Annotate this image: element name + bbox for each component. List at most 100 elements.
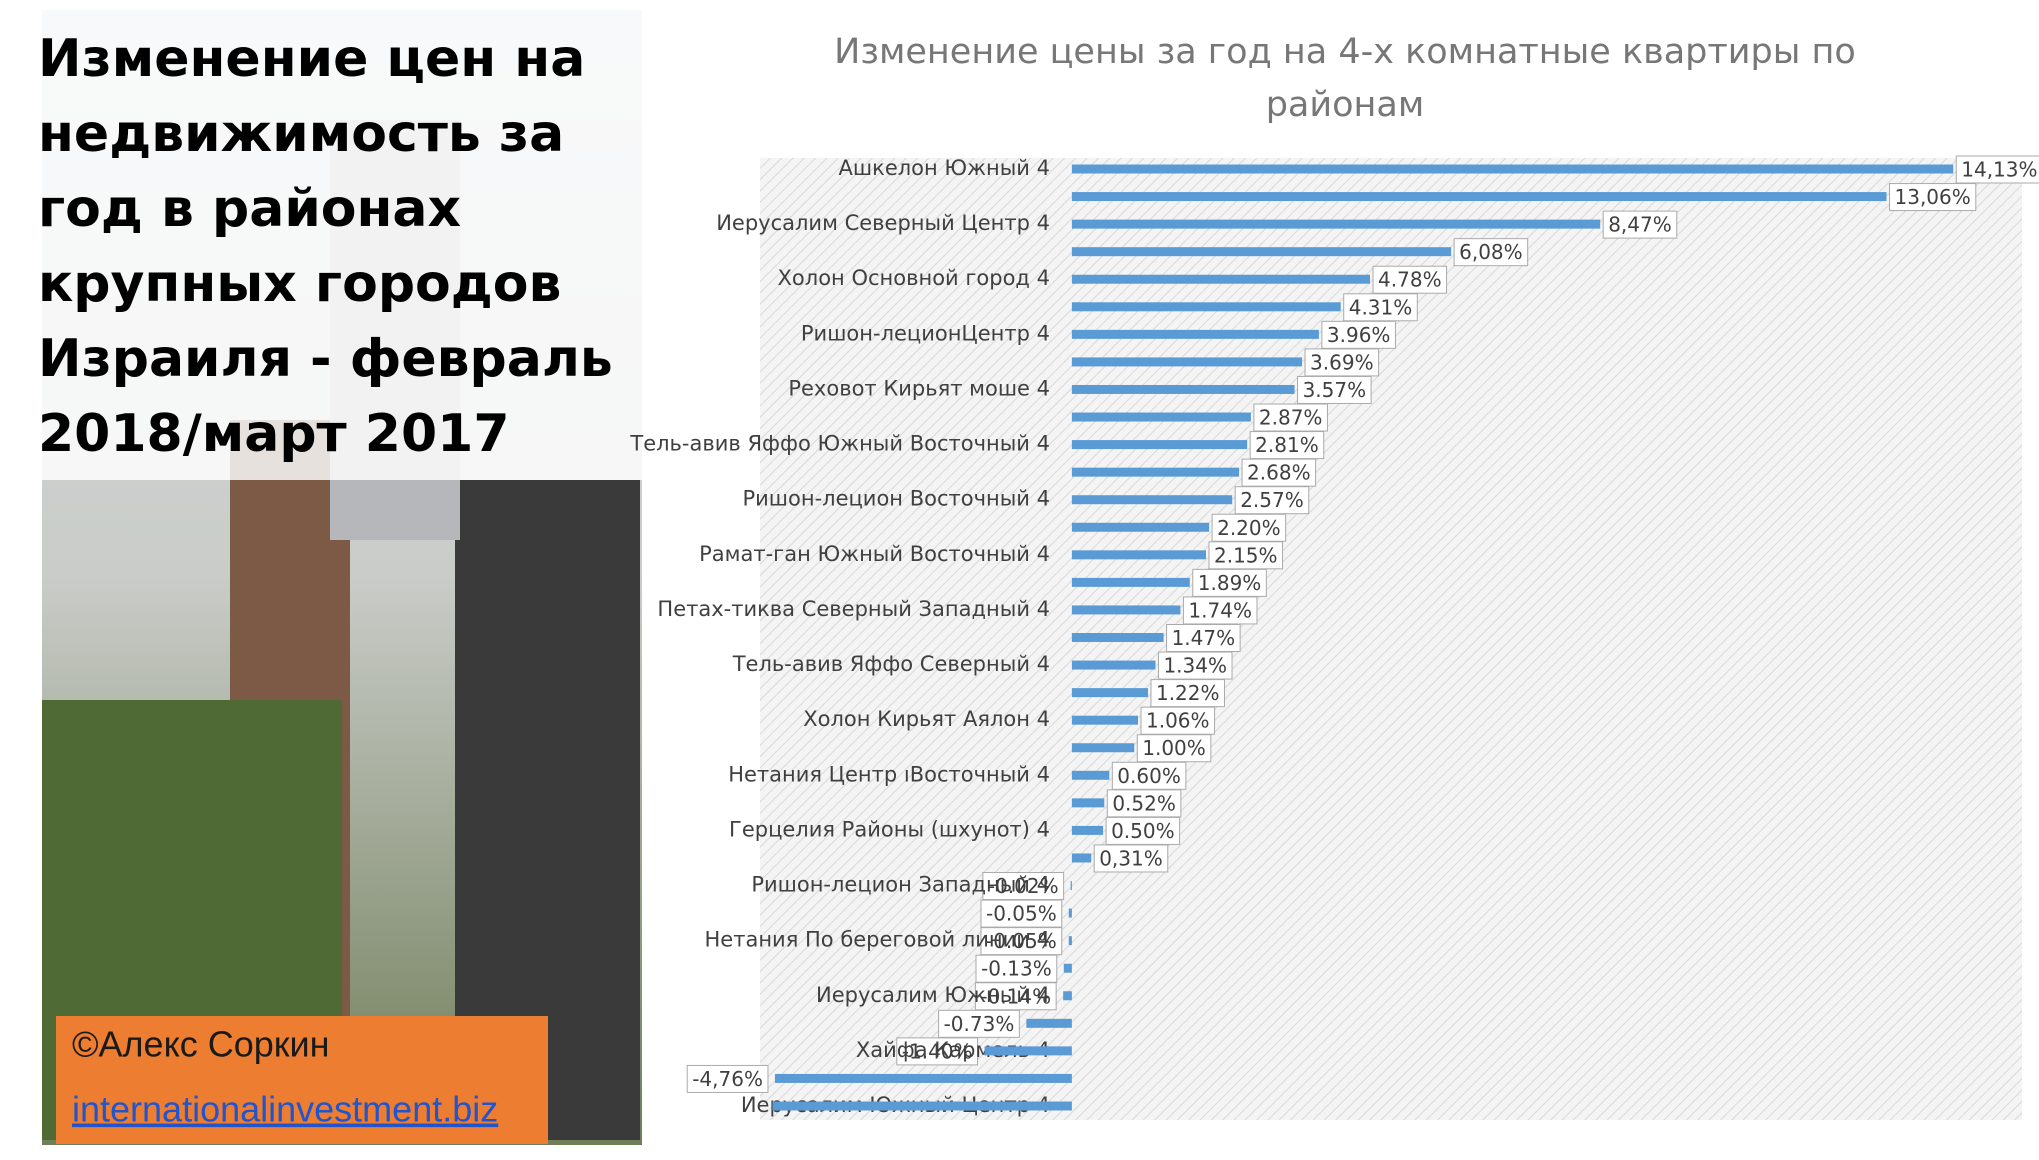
value-label-box <box>1304 348 1380 377</box>
value-label: 4.31% <box>1349 295 1413 319</box>
value-label-box <box>1234 486 1310 515</box>
value-label-box <box>1136 734 1212 763</box>
bar <box>1071 577 1190 587</box>
bar <box>1071 164 1954 174</box>
category-label: Петах-тиква Северный Западный 4 <box>657 597 1050 621</box>
value-label: 2.20% <box>1217 516 1281 540</box>
bar <box>1071 633 1164 642</box>
bar <box>1071 384 1295 394</box>
value-label: -1.40% <box>902 1039 973 1063</box>
value-label: 2.68% <box>1247 461 1311 485</box>
category-label: Ришон-лецион Восточный 4 <box>742 487 1050 511</box>
category-label: Холон Кирьят Аялон 4 <box>803 707 1050 731</box>
bar <box>1071 219 1601 229</box>
category-label: Ришон-лецион Западный 4 <box>751 873 1050 897</box>
bars: 14,13% 13,06% 8,47% 6,08% 4.78% 4.31% 3.96% 3.6… <box>629 155 2039 1117</box>
bar <box>1071 440 1248 450</box>
author-box <box>56 1016 548 1144</box>
value-label: -0.13% <box>981 957 1052 981</box>
bar <box>1063 963 1072 973</box>
value-label: 2.81% <box>1255 433 1319 457</box>
category-label: Тель-авив Яффо Северный 4 <box>732 652 1050 676</box>
bar <box>1071 743 1135 753</box>
chart-title-box: Изменение цены за год на 4-х комнатные к… <box>834 32 1856 125</box>
bar <box>1071 495 1233 505</box>
value-label-box <box>1105 816 1181 845</box>
value-label: 4.78% <box>1378 268 1442 292</box>
value-label-box <box>1249 431 1325 460</box>
bar <box>1063 991 1072 1001</box>
bar <box>1070 881 1072 891</box>
value-label: 1.47% <box>1172 626 1236 650</box>
value-label-box <box>1241 458 1317 487</box>
bar <box>1071 329 1319 339</box>
value-label: 1.89% <box>1198 571 1262 595</box>
value-label-box <box>1253 403 1328 432</box>
value-label: 3.96% <box>1327 323 1391 347</box>
category-label: Рамат-ган Южный Восточный 4 <box>699 542 1050 566</box>
bar <box>1071 274 1371 284</box>
bar <box>772 1101 1072 1111</box>
bar <box>1071 192 1887 202</box>
value-label: 1.34% <box>1163 654 1227 678</box>
bar <box>1071 247 1452 257</box>
value-label-box <box>1150 679 1226 708</box>
bar <box>1071 770 1110 780</box>
value-label: 1.06% <box>1146 709 1210 733</box>
value-label-box <box>1140 706 1216 735</box>
value-label: -0.14% <box>980 984 1051 1008</box>
category-label: Реховот Кирьят моше 4 <box>788 376 1050 400</box>
category-label: Иерусалим Южный 4 <box>816 983 1050 1007</box>
value-label-box <box>1955 155 2039 184</box>
value-label-box <box>1889 183 1977 212</box>
value-label: -0.05% <box>986 929 1057 953</box>
bar <box>1071 412 1251 422</box>
value-label: 3.57% <box>1303 378 1367 402</box>
category-label: Холон Основной город 4 <box>778 266 1050 290</box>
value-labels: 14,13% 13,06% 8,47% 6,08% 4.78% 4.31% 3.96% 3.6… <box>686 155 2039 1093</box>
value-label-box <box>1372 265 1448 294</box>
value-label-box <box>938 1009 1020 1038</box>
bar <box>774 1073 1072 1083</box>
value-label: 6,08% <box>1459 240 1523 264</box>
value-label-box <box>1602 210 1678 239</box>
slide-title: Изменение цен на недвижимость за год в р… <box>38 29 613 464</box>
value-label-box <box>1157 651 1233 680</box>
value-label-box <box>1166 624 1241 652</box>
bar <box>984 1046 1072 1056</box>
value-label: 2.57% <box>1240 488 1304 512</box>
value-label: -4,76% <box>692 1067 763 1091</box>
category-label: Тель-авив Яффо Южный Восточный 4 <box>629 432 1050 456</box>
bar <box>1071 715 1138 725</box>
bar <box>1071 660 1156 670</box>
value-label: 2.15% <box>1214 543 1278 567</box>
bar <box>1068 936 1072 946</box>
link[interactable]: internationalinvestment.biz <box>72 1089 498 1130</box>
category-label: Нетания По береговой линии 4 <box>705 928 1051 952</box>
bar <box>1026 1018 1072 1028</box>
value-label-box <box>1182 596 1258 625</box>
bar <box>1071 467 1240 477</box>
value-label-box <box>980 927 1063 956</box>
value-label-box <box>1093 844 1169 873</box>
value-label-box <box>1211 513 1287 542</box>
bar <box>1071 550 1206 560</box>
bar <box>1071 357 1303 367</box>
bar <box>1071 688 1148 698</box>
category-label: Ашкелон Южный 4 <box>839 156 1050 180</box>
value-label: 0.60% <box>1117 764 1181 788</box>
value-label-box <box>1297 375 1372 404</box>
value-label: 8,47% <box>1608 213 1672 237</box>
value-label-box <box>1453 238 1529 267</box>
value-label: -0.02% <box>988 874 1059 898</box>
value-label: 0.50% <box>1111 819 1175 843</box>
bar <box>1071 853 1092 863</box>
value-label-box <box>1106 789 1182 818</box>
value-label-box <box>982 872 1065 901</box>
value-label: 3.69% <box>1310 350 1374 374</box>
value-label-box <box>1111 761 1187 790</box>
title-box: Изменение цен на недвижимость за год в р… <box>38 29 613 464</box>
value-label-box <box>1208 541 1284 570</box>
value-label-box <box>896 1037 979 1066</box>
